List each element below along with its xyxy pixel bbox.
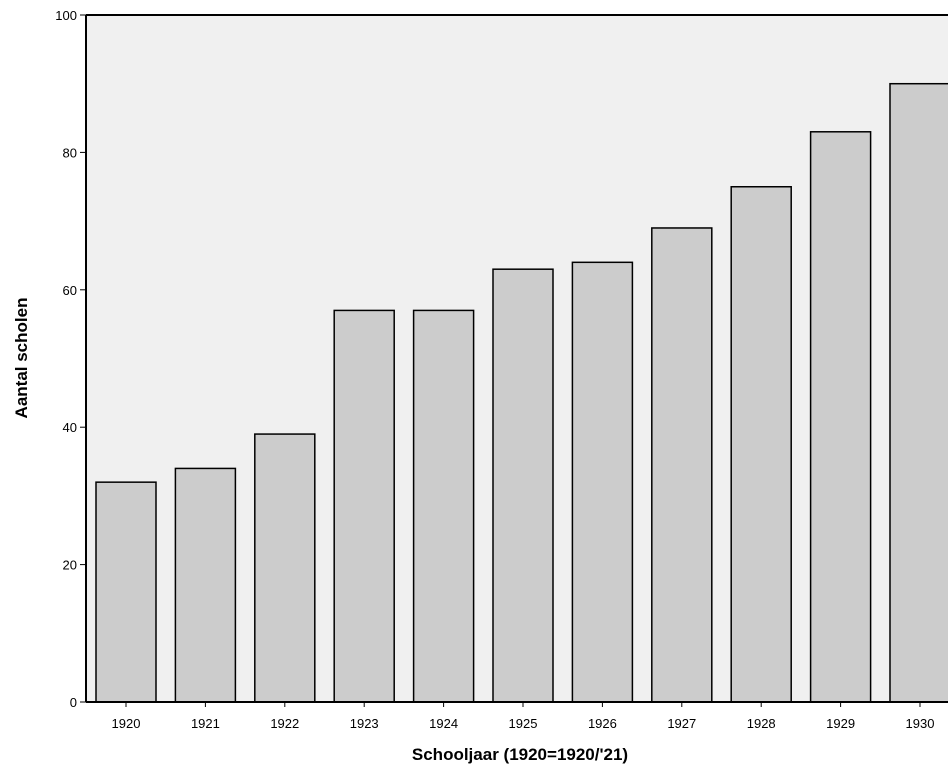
y-tick-label: 0: [70, 695, 77, 710]
bar-1922: [254, 433, 316, 703]
y-tick-label: 80: [63, 145, 77, 160]
bar-1928: [730, 186, 792, 703]
bar-1926: [571, 261, 634, 703]
x-tick-label: 1921: [191, 716, 220, 731]
y-axis-ticks: 0 20 40 60 80 100: [55, 8, 86, 710]
x-tick-label: 1927: [667, 716, 696, 731]
x-tick-label: 1928: [747, 716, 776, 731]
bar-1925: [492, 268, 554, 703]
bar-1929: [809, 131, 872, 703]
x-tick-label: 1923: [350, 716, 379, 731]
bar-1930: [889, 82, 948, 703]
y-axis-title: Aantal scholen: [12, 298, 31, 419]
x-tick-label: 1920: [112, 716, 141, 731]
x-tick-label: 1925: [509, 716, 538, 731]
bar-1927: [651, 227, 713, 703]
bar-1920: [95, 481, 157, 703]
y-tick-label: 60: [63, 283, 77, 298]
x-tick-label: 1929: [826, 716, 855, 731]
x-axis-title: Schooljaar (1920=1920/'21): [412, 745, 628, 764]
bars-group: [95, 82, 948, 703]
y-tick-label: 20: [63, 558, 77, 573]
x-tick-label: 1930: [906, 716, 935, 731]
x-tick-label: 1922: [270, 716, 299, 731]
bar-1923: [333, 309, 395, 703]
bar-1921: [174, 467, 237, 703]
y-tick-label: 40: [63, 420, 77, 435]
bar-1924: [412, 309, 475, 703]
x-tick-label: 1926: [588, 716, 617, 731]
y-tick-label: 100: [55, 8, 77, 23]
x-axis-ticks: 1920 1921 1922 1923 1924 1925 1926 1927 1928 1929…: [112, 702, 935, 731]
x-tick-label: 1924: [429, 716, 458, 731]
